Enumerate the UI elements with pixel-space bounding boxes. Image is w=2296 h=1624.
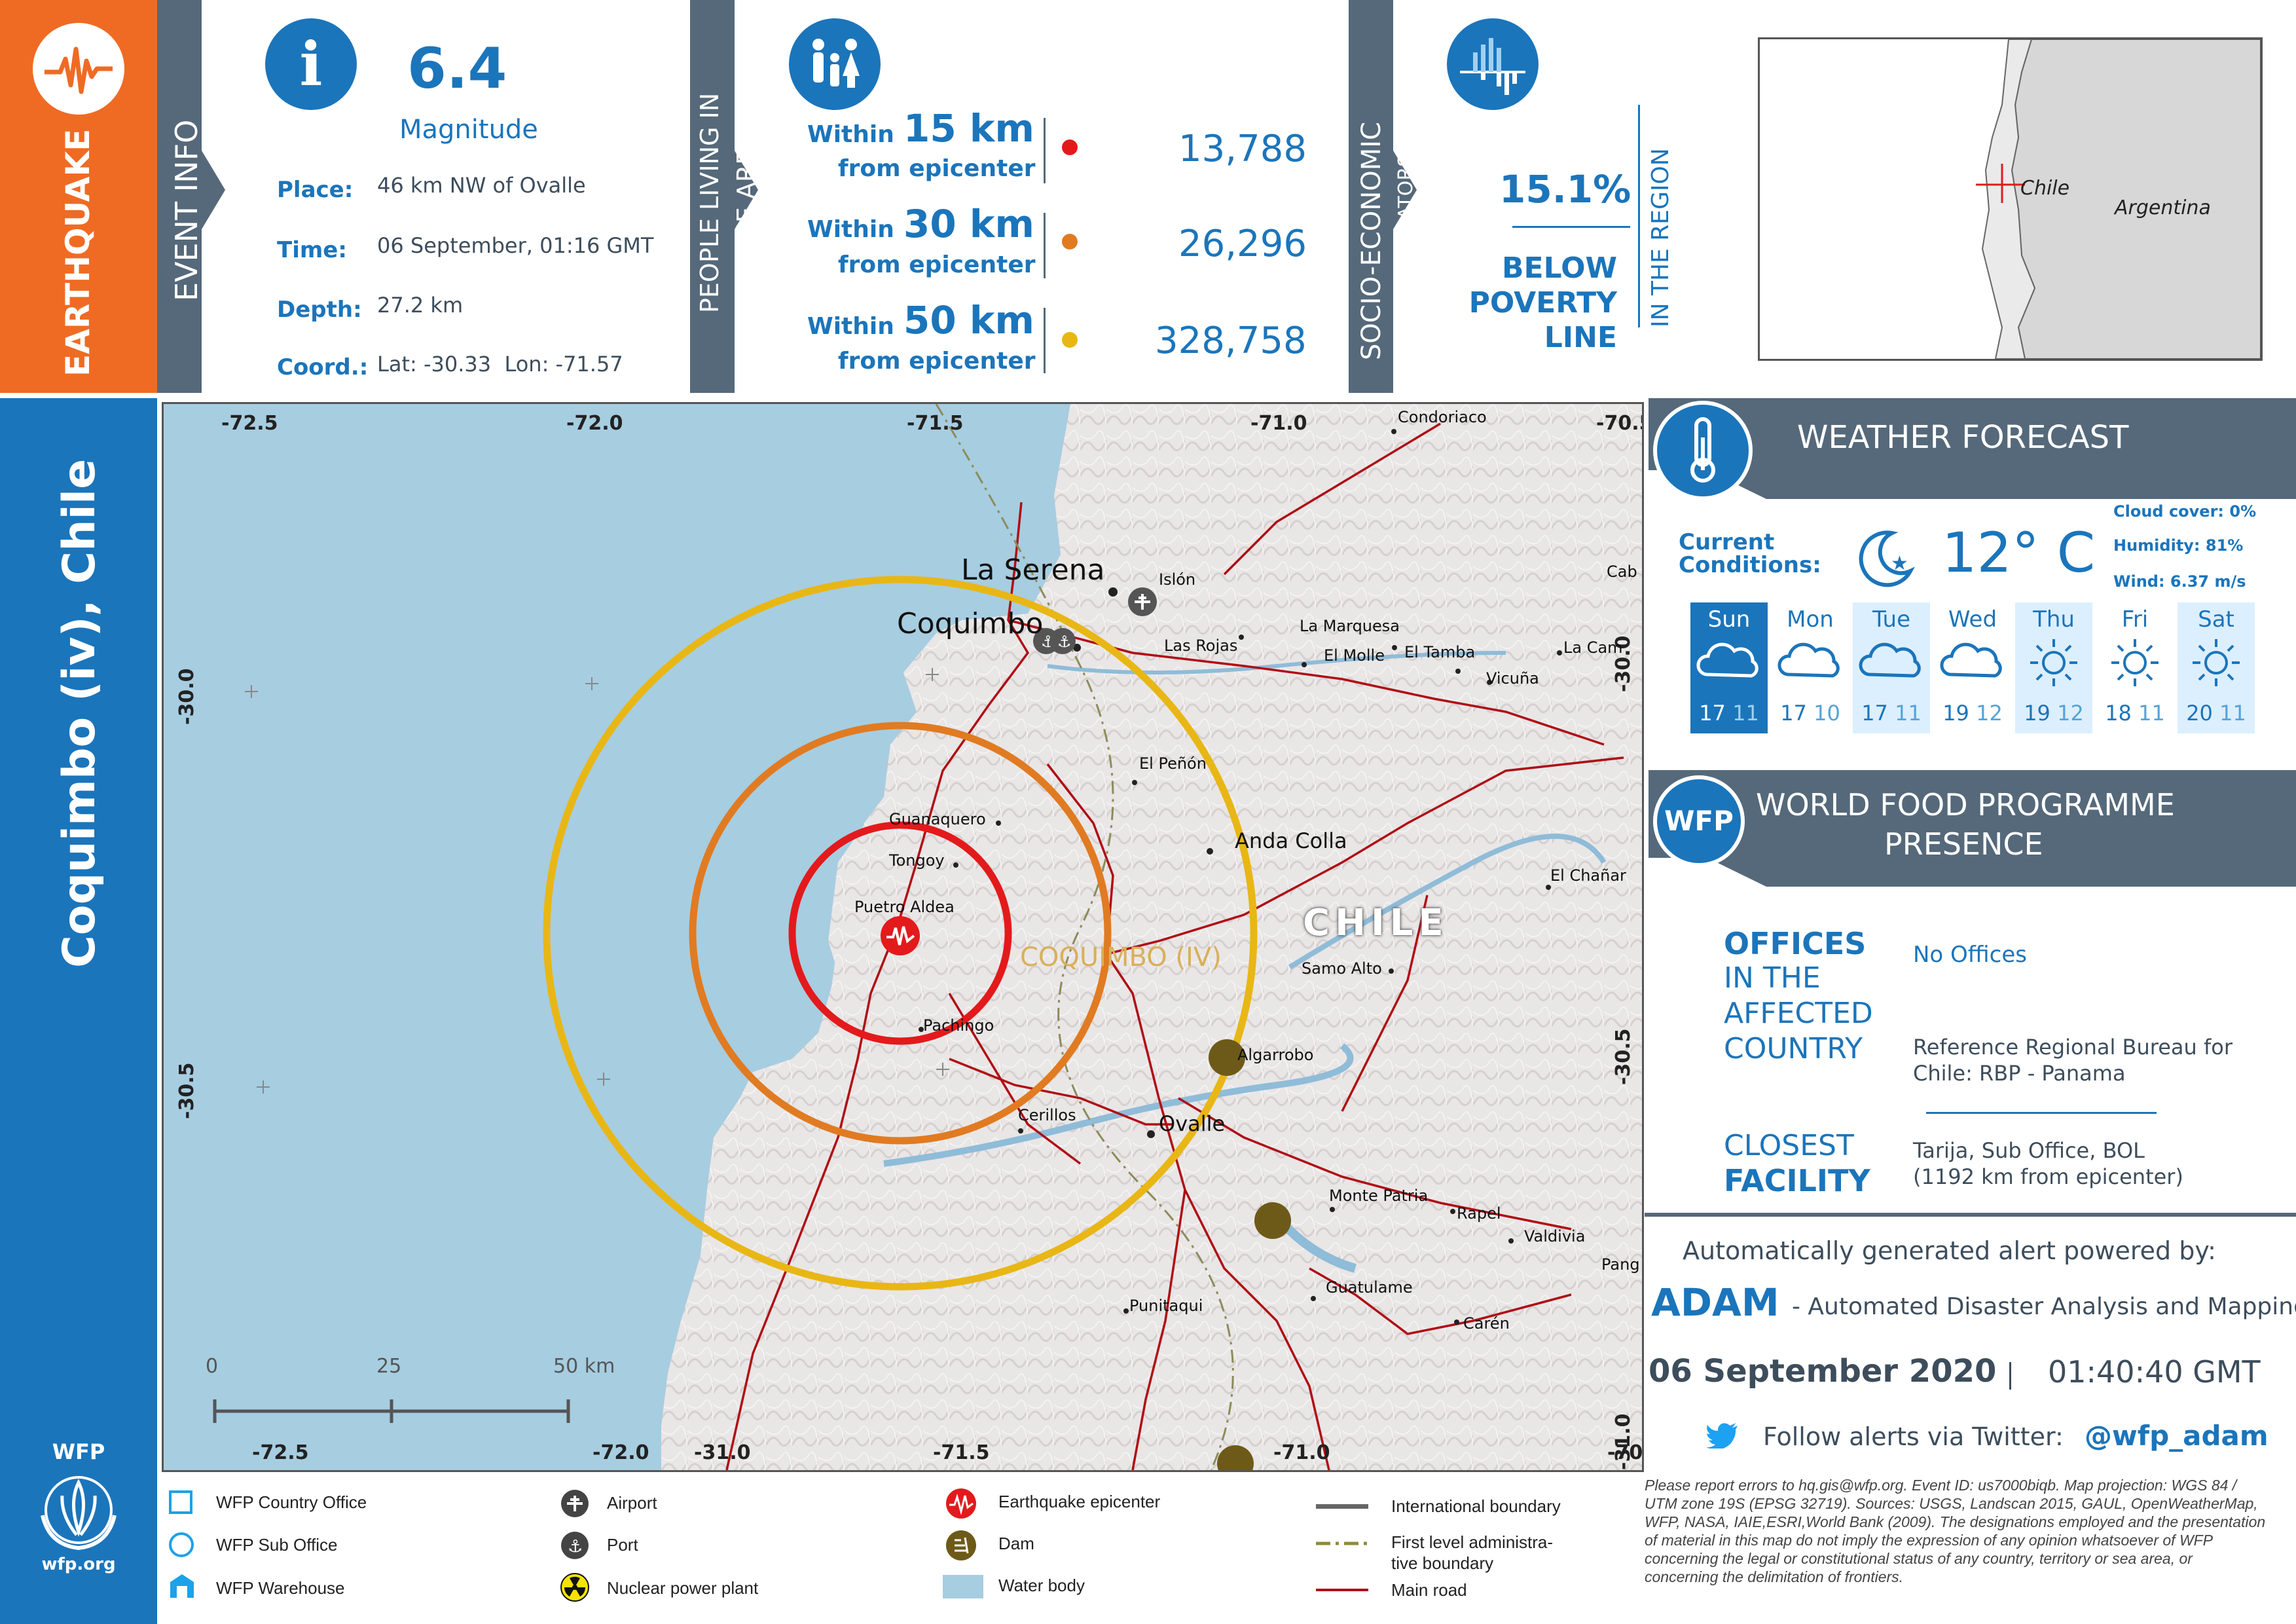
inset-chile-label: Chile (2020, 177, 2070, 200)
event-info-arrow (202, 0, 225, 393)
country-office-icon (169, 1490, 192, 1514)
moon-icon: ★ (1853, 525, 1918, 591)
place-value: 46 km NW of Ovalle (377, 173, 586, 198)
time-value: 06 September, 01:16 GMT (377, 233, 654, 258)
weather-title: WEATHER FORECAST (1797, 419, 2129, 456)
wfp-emblem-icon (41, 1476, 117, 1551)
ring-15-km (788, 821, 1012, 1045)
label-chile: CHILE (1303, 902, 1449, 944)
scale-bar (213, 1399, 570, 1423)
radius-15-km: 15 km (903, 106, 1034, 151)
water-body-swatch (943, 1575, 983, 1598)
ring-50-km (543, 576, 1258, 1291)
epicenter-icon (881, 916, 920, 955)
forecast-day-tue (1853, 602, 1930, 733)
cloud-icon (1777, 642, 1840, 678)
radius-50-km: 50 km (903, 298, 1034, 342)
epicenter-icon (946, 1488, 976, 1519)
people-title-1: PEOPLE LIVING IN (695, 92, 724, 313)
region-title: Coquimbo (iv), Chile (54, 458, 105, 968)
label-coquimbo: Coquimbo (897, 607, 1044, 640)
people-title-2: THE AREA (732, 132, 761, 257)
svg-text:★: ★ (1891, 552, 1908, 575)
airport-icon (561, 1490, 589, 1517)
depth-value: 27.2 km (377, 293, 464, 318)
current-temperature: 12° C (1942, 521, 2096, 585)
region-sidebar: Coquimbo (iv), Chile WFP wfp.org (0, 398, 157, 1624)
pop-50-km: 328,758 (1155, 320, 1307, 362)
label-la-serena: La Serena (961, 553, 1105, 587)
no-offices: No Offices (1913, 942, 2028, 968)
dot-50-km (1062, 332, 1078, 348)
port-icon: ⚓ (561, 1532, 589, 1559)
hazard-label: EARTHQUAKE (59, 128, 97, 377)
event-info-title: EVENT INFO (169, 119, 204, 301)
info-icon: i (265, 18, 357, 110)
inset-argentina-label: Argentina (2115, 196, 2211, 219)
cloud-icon (1940, 642, 2002, 678)
thermometer-icon (1653, 401, 1753, 500)
ring-30-km (689, 722, 1112, 1145)
twitter-icon[interactable] (1706, 1422, 1739, 1449)
airport-icon (1128, 587, 1157, 616)
dot-30-km (1062, 234, 1078, 249)
main-road-swatch (1316, 1589, 1368, 1591)
magnitude-value: 6.4 (407, 36, 507, 101)
nuclear-icon (560, 1573, 589, 1602)
forecast-day-thu (2015, 602, 2092, 733)
sub-office-icon (169, 1532, 194, 1557)
main-map[interactable]: ⚓ ⚓ -72.5 -72.0 -71.5 -71.0 -70.5 -72.5 … (162, 402, 1644, 1472)
port-icon: ⚓ (1049, 628, 1076, 654)
forecast-day-sun (1690, 602, 1768, 733)
sun-icon (2193, 639, 2240, 686)
hazard-banner: EARTHQUAKE (0, 0, 157, 393)
socio-title-2: INDICATORS (1394, 154, 1417, 275)
place-label: Place: (277, 177, 354, 203)
people-tab (690, 0, 735, 393)
label-anda-colla: Anda Colla (1235, 828, 1347, 853)
wfp-logo: WFP wfp.org (13, 1439, 144, 1574)
people-icon (789, 18, 881, 110)
coord-value: Lat: -30.33 Lon: -71.57 (377, 352, 623, 377)
chart-icon (1447, 18, 1539, 110)
warehouse-icon (170, 1574, 194, 1598)
intl-boundary-swatch (1316, 1504, 1368, 1509)
disclaimer: Please report errors to hq.gis@wfp.org. … (1645, 1477, 2266, 1585)
label-ovalle: Ovalle (1159, 1111, 1226, 1136)
poverty-value: 15.1% (1499, 167, 1631, 212)
time-label: Time: (277, 237, 347, 263)
poverty-side: IN THE REGION (1647, 148, 1674, 327)
sun-icon (2111, 639, 2159, 686)
radius-30-km: 30 km (903, 202, 1034, 246)
forecast-day-sat (2178, 602, 2255, 733)
coord-label: Coord.: (277, 354, 369, 380)
magnitude-label: Magnitude (399, 115, 538, 145)
cloud-icon (1859, 642, 1921, 678)
adam-name: ADAM (1651, 1280, 1779, 1325)
svg-text:⚓: ⚓ (568, 1537, 583, 1557)
label-region: COQUIMBO (IV) (1020, 942, 1222, 972)
pop-30-km: 26,296 (1178, 223, 1307, 265)
earthquake-icon (33, 23, 124, 115)
event-info-tab (157, 0, 202, 393)
pop-15-km: 13,788 (1178, 128, 1307, 170)
alert-time: 01:40:40 GMT (2048, 1354, 2261, 1390)
cloud-icon (1696, 642, 1758, 678)
wfp-presence-logo: WFP (1653, 775, 1745, 867)
presence-header (1649, 770, 2296, 858)
map-canvas: ⚓ ⚓ (164, 404, 1642, 1470)
svg-text:⚓: ⚓ (1057, 633, 1072, 651)
dam-icon (946, 1530, 976, 1560)
depth-label: Depth: (277, 297, 362, 323)
alert-date: 06 September 2020 (1649, 1353, 1997, 1390)
twitter-handle[interactable]: @wfp_adam (2085, 1420, 2269, 1452)
sun-icon (2030, 639, 2077, 686)
dot-15-km (1062, 139, 1078, 155)
socio-tab (1349, 0, 1393, 393)
inset-map[interactable]: Chile Argentina (1758, 37, 2263, 361)
admin-boundary-swatch (1316, 1541, 1368, 1545)
socio-title-1: SOCIO-ECONOMIC (1357, 122, 1387, 360)
weather-header (1649, 398, 2296, 470)
